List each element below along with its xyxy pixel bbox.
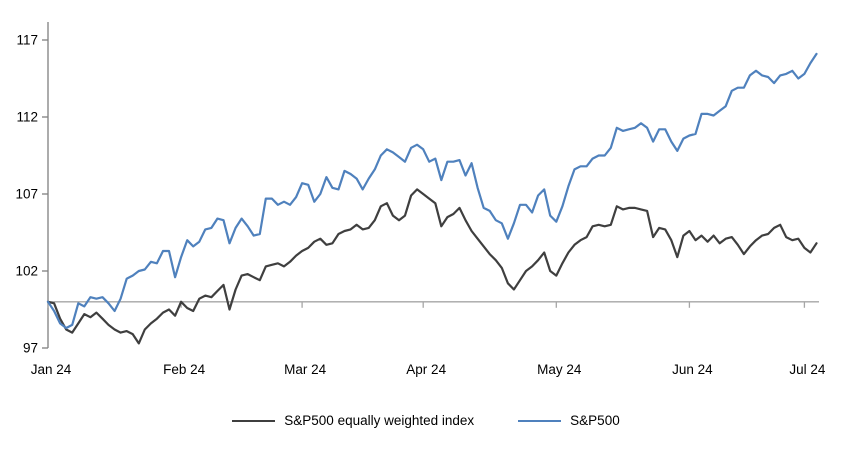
legend-label-equal-weighted: S&P500 equally weighted index (284, 413, 475, 428)
x-axis-tick-label: Apr 24 (406, 362, 446, 377)
series-line-sp500-equal-weighted (46, 188, 818, 345)
y-axis-tick-label: 107 (15, 187, 38, 202)
x-axis-tick-label: Mar 24 (284, 362, 327, 377)
x-axis-tick-label: Jan 24 (31, 362, 72, 377)
x-axis-tick-label: Jun 24 (672, 362, 713, 377)
legend-label-sp500: S&P500 (570, 413, 620, 428)
x-axis-tick-label: Jul 24 (789, 362, 826, 377)
y-axis-tick-label: 112 (16, 110, 38, 125)
y-axis-tick-label: 117 (16, 33, 38, 48)
x-axis-tick-label: Feb 24 (163, 362, 206, 377)
legend-swatch-sp500-line (518, 419, 562, 422)
x-axis-tick-label: May 24 (537, 362, 582, 377)
y-axis-tick-label: 102 (15, 264, 38, 279)
legend-swatch-equal-weighted-line (232, 419, 276, 422)
y-axis-tick-label: 97 (23, 341, 38, 356)
chart-legend: S&P500 equally weighted index S&P500 (0, 413, 852, 428)
series-line-sp500 (46, 52, 818, 330)
